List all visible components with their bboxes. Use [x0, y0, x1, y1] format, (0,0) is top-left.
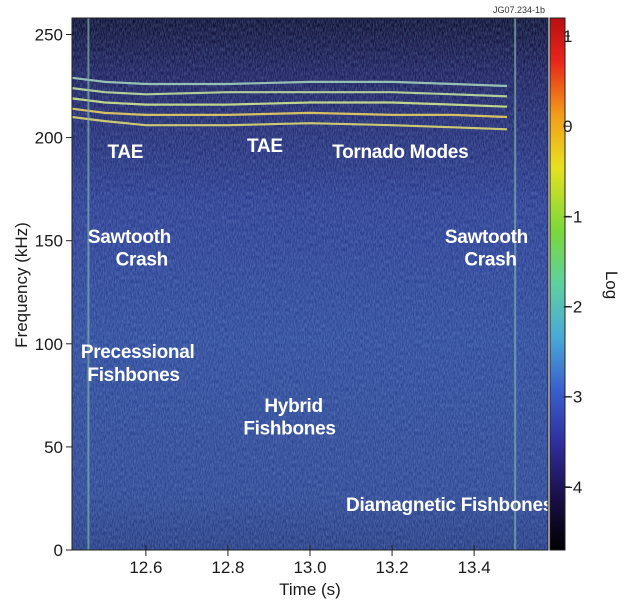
x-tick-label: 13.4	[458, 558, 491, 577]
x-tick-label: 12.6	[129, 558, 162, 577]
colorbar-tick-label: 0	[563, 117, 572, 136]
tae-band	[72, 76, 508, 88]
y-tick-label: 150	[35, 232, 63, 251]
annotation-label: TAE	[247, 136, 283, 157]
y-tick-label: 200	[35, 129, 63, 148]
annotation-label: Diamagnetic Fishbones	[346, 495, 553, 516]
colorbar-tick-label: −3	[563, 388, 582, 407]
colorbar-tick-label: −2	[563, 298, 582, 317]
plot-area: TAE TAE Tornado ModesSawtoothCrashSawtooth…	[72, 18, 553, 550]
y-axis: 0 50 100 150 200 250	[35, 25, 72, 560]
colorbar-tick-label: −1	[563, 207, 582, 226]
annotation-label: Sawtooth	[445, 227, 528, 248]
x-tick-label: 13.0	[293, 558, 326, 577]
tae-band	[72, 87, 508, 98]
x-axis: 12.6 12.8 13.0 13.2 13.4	[129, 545, 491, 577]
x-tick-label: 12.8	[211, 558, 244, 577]
y-tick-label: 50	[44, 438, 63, 457]
y-tick-label: 100	[35, 335, 63, 354]
x-axis-label: Time (s)	[279, 580, 341, 599]
annotation-label: Tornado Modes	[332, 142, 468, 163]
sawtooth-crash-lines	[87, 18, 517, 550]
annotation-label: Sawtooth	[88, 227, 171, 248]
annotation-label: Hybrid	[264, 396, 322, 417]
colorbar-tick-label: 1	[563, 27, 572, 46]
y-tick-label: 0	[54, 541, 63, 560]
y-tick-label: 250	[35, 25, 63, 44]
tae-band	[72, 97, 508, 108]
tae-bands	[72, 76, 508, 131]
colorbar-ticks: −4 −3 −2 −1 0 1	[563, 27, 582, 497]
y-axis-label: Frequency (kHz)	[12, 222, 31, 348]
tae-band	[72, 115, 508, 131]
colorbar-label: Log	[602, 271, 621, 299]
figure-id: JG07.234-1b	[493, 5, 545, 15]
annotation-label: Crash	[464, 249, 516, 270]
annotations: TAE TAE Tornado ModesSawtoothCrashSawtooth…	[81, 136, 553, 516]
annotation-label: TAE	[107, 142, 143, 163]
spectrogram-noise	[72, 18, 548, 550]
annotation-label: Fishbones	[243, 419, 335, 440]
x-tick-label: 13.2	[376, 558, 409, 577]
annotation-label: Crash	[116, 249, 168, 270]
colorbar-tick-label: −4	[563, 478, 582, 497]
tae-band	[72, 107, 508, 119]
annotation-label: Precessional	[81, 342, 195, 363]
colorbar	[549, 17, 566, 551]
annotation-label: Fishbones	[87, 365, 179, 386]
